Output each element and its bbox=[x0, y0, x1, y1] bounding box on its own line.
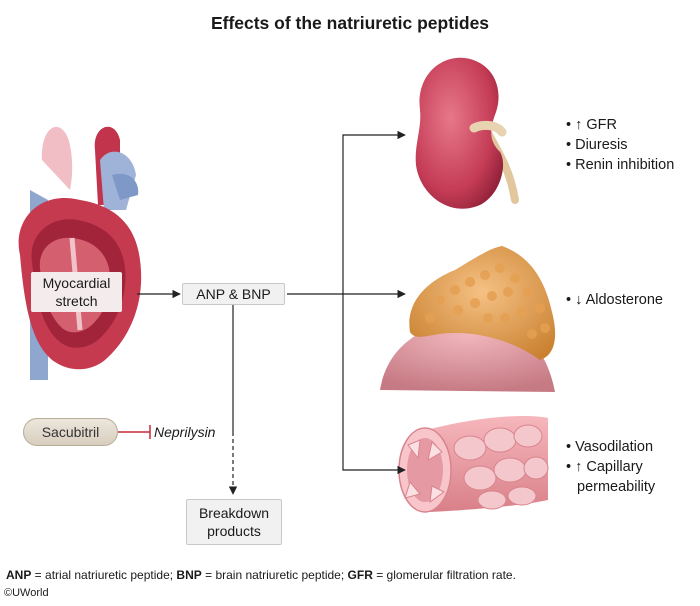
footnote-gfr-abbr: GFR bbox=[347, 568, 373, 582]
sacubitril-label: Sacubitril bbox=[41, 424, 100, 440]
vessel-effect-capillary: • ↑ Capillary bbox=[566, 459, 643, 475]
vessel-effect-vasodilation: • Vasodilation bbox=[566, 439, 654, 455]
neprilysin-label: Neprilysin bbox=[154, 424, 216, 440]
abbreviation-footnote: ANP = atrial natriuretic peptide; BNP = … bbox=[6, 568, 516, 582]
kidney-effects: • ↑ GFR • Diuresis • Renin inhibition bbox=[566, 115, 674, 175]
diagram-title: Effects of the natriuretic peptides bbox=[210, 13, 490, 33]
kidney-illustration bbox=[415, 57, 519, 209]
footnote-anp-def: = atrial natriuretic peptide; bbox=[31, 568, 177, 582]
arrow-to-kidney bbox=[342, 130, 406, 294]
breakdown-line2: products bbox=[207, 523, 261, 539]
adrenal-effects: • ↓ Aldosterone bbox=[566, 290, 663, 310]
footnote-anp-abbr: ANP bbox=[6, 568, 32, 582]
vessel-effect-permeability: permeability bbox=[577, 479, 656, 495]
adrenal-illustration bbox=[380, 246, 556, 392]
myocardial-stretch-line1: Myocardial bbox=[42, 275, 111, 291]
arrow-to-vessel bbox=[342, 294, 406, 475]
adrenal-effect-aldosterone: • ↓ Aldosterone bbox=[566, 292, 663, 308]
copyright-notice: ©UWorld bbox=[4, 587, 49, 599]
myocardial-stretch-box: Myocardial stretch bbox=[31, 272, 122, 312]
footnote-bnp-abbr: BNP bbox=[176, 568, 202, 582]
breakdown-line1: Breakdown bbox=[198, 505, 270, 521]
vessel-illustration bbox=[398, 415, 549, 513]
peptides-box: ANP & BNP bbox=[182, 283, 285, 305]
breakdown-box: Breakdown products bbox=[186, 499, 282, 545]
kidney-effect-renin: • Renin inhibition bbox=[566, 157, 675, 173]
kidney-effect-gfr: • ↑ GFR bbox=[566, 117, 617, 133]
myocardial-stretch-line2: stretch bbox=[55, 293, 98, 309]
peptides-label: ANP & BNP bbox=[196, 286, 271, 302]
heart-illustration bbox=[18, 126, 142, 380]
footnote-bnp-def: = brain natriuretic peptide; bbox=[201, 568, 348, 582]
sacubitril-pill: Sacubitril bbox=[23, 418, 118, 446]
kidney-effect-diuresis: • Diuresis bbox=[566, 137, 628, 153]
connectors bbox=[137, 130, 406, 495]
vessel-effects: • Vasodilation • ↑ Capillary permeabilit… bbox=[566, 437, 655, 497]
inhibition-line bbox=[118, 425, 151, 439]
footnote-gfr-def: = glomerular filtration rate. bbox=[372, 568, 516, 582]
